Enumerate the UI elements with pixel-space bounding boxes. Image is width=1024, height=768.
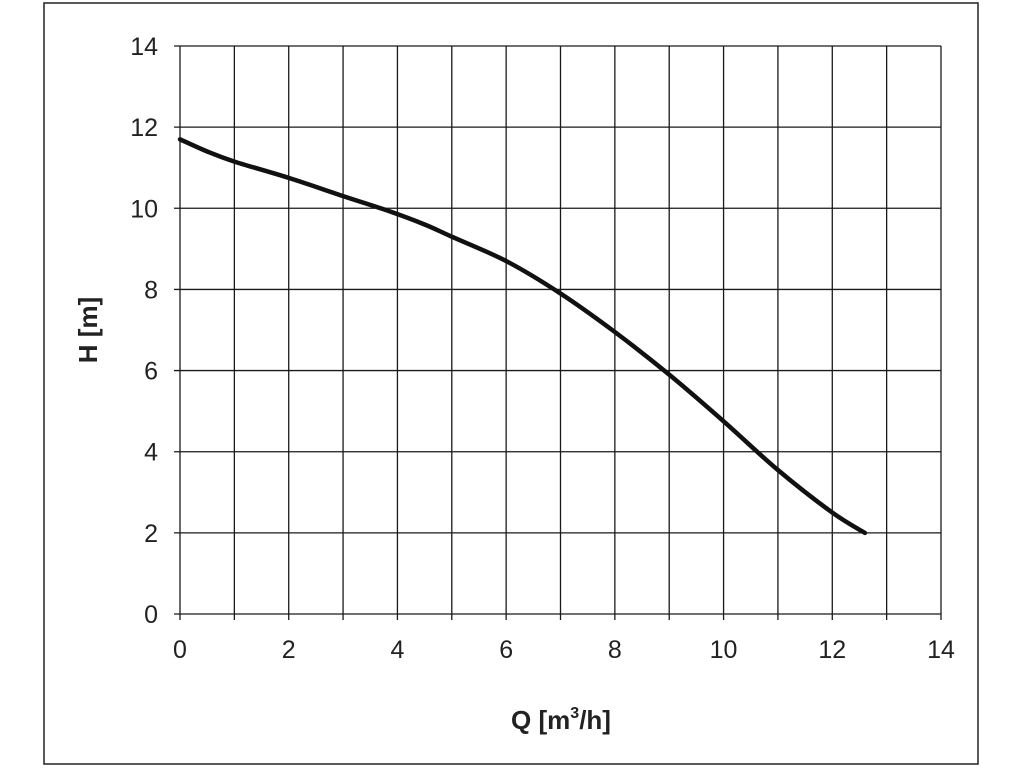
tick-labels: 0 2 4 6 8 10 12 14 0 2 4 6 8 10 12 14 bbox=[130, 33, 955, 664]
x-tick-label: 8 bbox=[608, 636, 622, 664]
y-tick-label: 8 bbox=[144, 276, 158, 304]
x-axis-title-prefix: Q [m bbox=[511, 705, 570, 735]
y-tick-label: 2 bbox=[144, 520, 158, 548]
y-tick-label: 14 bbox=[130, 33, 158, 61]
x-tick-label: 0 bbox=[173, 636, 187, 664]
x-axis-title: Q [m3/h] bbox=[511, 705, 611, 735]
y-tick-label: 6 bbox=[144, 358, 158, 386]
x-tick-label: 14 bbox=[927, 636, 955, 664]
x-tick-label: 10 bbox=[710, 636, 738, 664]
series-layer bbox=[177, 137, 868, 536]
x-tick-label: 4 bbox=[390, 636, 404, 664]
y-axis-title: H [m] bbox=[73, 297, 103, 363]
x-tick-label: 12 bbox=[818, 636, 846, 664]
y-tick-label: 4 bbox=[144, 439, 158, 467]
grid bbox=[174, 45, 942, 620]
outer-border bbox=[43, 2, 979, 765]
series-line bbox=[177, 137, 868, 536]
y-tick-label: 0 bbox=[144, 601, 158, 629]
x-tick-label: 2 bbox=[282, 636, 296, 664]
x-tick-label: 6 bbox=[499, 636, 513, 664]
y-tick-label: 12 bbox=[130, 114, 158, 142]
x-axis-title-suffix: /h] bbox=[579, 705, 611, 735]
x-axis-title-superscript: 3 bbox=[570, 705, 579, 722]
y-tick-label: 10 bbox=[130, 195, 158, 223]
